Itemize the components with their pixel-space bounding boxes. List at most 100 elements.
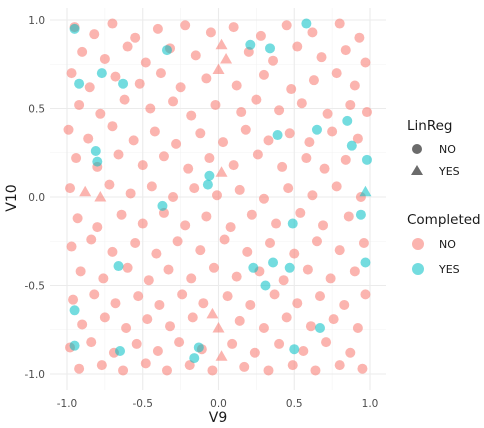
data-point-yes bbox=[260, 280, 271, 291]
data-point-no bbox=[242, 246, 253, 257]
legend-color-label-yes: YES bbox=[438, 263, 460, 276]
data-point-no bbox=[77, 319, 88, 330]
data-point-no bbox=[171, 138, 182, 149]
y-tick-label: -0.5 bbox=[25, 281, 46, 293]
data-point-yes bbox=[90, 145, 101, 156]
data-point-no bbox=[86, 337, 97, 348]
data-point-no bbox=[310, 365, 321, 376]
data-point-no bbox=[239, 361, 250, 372]
data-point-yes bbox=[245, 39, 256, 50]
data-point-no bbox=[137, 218, 148, 229]
y-tick-label: 0.0 bbox=[28, 192, 45, 204]
data-point-no bbox=[113, 149, 124, 160]
data-point-no bbox=[204, 153, 215, 164]
x-axis-title: V9 bbox=[209, 410, 227, 426]
data-point-no bbox=[322, 108, 333, 119]
data-point-yes bbox=[287, 218, 298, 229]
data-point-no bbox=[343, 211, 354, 222]
x-axis-ticks: -1.0 -0.5 0.0 0.5 1.0 bbox=[57, 398, 379, 410]
data-point-no bbox=[220, 52, 233, 64]
data-point-no bbox=[263, 365, 274, 376]
data-point-no bbox=[206, 307, 219, 319]
data-point-yes bbox=[161, 45, 172, 56]
data-point-no bbox=[281, 312, 292, 323]
data-point-no bbox=[122, 262, 133, 273]
data-point-no bbox=[183, 163, 194, 174]
data-point-no bbox=[361, 107, 372, 118]
data-point-no bbox=[228, 160, 239, 171]
data-point-no bbox=[152, 23, 163, 34]
data-point-yes bbox=[315, 322, 326, 333]
data-point-no bbox=[186, 110, 197, 121]
data-point-no bbox=[352, 322, 363, 333]
data-point-no bbox=[89, 289, 100, 300]
data-point-no bbox=[66, 241, 77, 252]
data-point-no bbox=[258, 322, 269, 333]
data-point-no bbox=[116, 209, 127, 220]
data-point-yes bbox=[342, 115, 353, 126]
data-point-no bbox=[119, 94, 130, 105]
legend-color-label-no: NO bbox=[439, 238, 456, 251]
data-point-yes bbox=[115, 345, 126, 356]
x-tick-label: 0.5 bbox=[286, 398, 303, 410]
data-point-no bbox=[74, 99, 85, 110]
y-axis-title: V10 bbox=[4, 184, 20, 211]
data-point-no bbox=[201, 73, 212, 84]
data-point-no bbox=[152, 345, 163, 356]
data-point-no bbox=[339, 299, 350, 310]
data-point-no bbox=[354, 32, 365, 43]
x-tick-label: 1.0 bbox=[362, 398, 379, 410]
data-point-no bbox=[307, 27, 318, 38]
data-point-no bbox=[274, 105, 285, 116]
data-point-no bbox=[212, 63, 225, 75]
data-point-no bbox=[63, 124, 74, 135]
data-point-yes bbox=[265, 43, 276, 54]
data-point-no bbox=[258, 193, 269, 204]
data-point-no bbox=[298, 345, 309, 356]
data-point-no bbox=[74, 363, 85, 374]
data-point-yes bbox=[301, 18, 312, 29]
data-point-no bbox=[140, 57, 151, 68]
data-point-no bbox=[134, 78, 145, 89]
data-point-no bbox=[245, 299, 256, 310]
x-tick-label: 0.0 bbox=[210, 398, 227, 410]
data-point-yes bbox=[193, 342, 204, 353]
data-point-no bbox=[234, 184, 245, 195]
data-point-no bbox=[98, 273, 109, 284]
data-point-no bbox=[155, 68, 166, 79]
data-point-no bbox=[283, 183, 294, 194]
data-point-no bbox=[72, 213, 83, 224]
data-point-no bbox=[95, 108, 106, 119]
data-point-no bbox=[168, 192, 179, 202]
data-point-no bbox=[284, 128, 295, 139]
data-point-no bbox=[65, 183, 76, 194]
data-point-no bbox=[271, 218, 282, 229]
data-point-no bbox=[301, 153, 312, 164]
data-points bbox=[63, 18, 372, 376]
data-point-no bbox=[174, 337, 185, 348]
data-point-yes bbox=[69, 340, 80, 351]
data-point-no bbox=[68, 294, 79, 305]
data-point-no bbox=[269, 289, 280, 300]
data-point-no bbox=[340, 45, 351, 56]
data-point-no bbox=[184, 360, 195, 371]
data-point-no bbox=[130, 238, 141, 249]
data-point-yes bbox=[74, 78, 85, 89]
data-point-no bbox=[311, 236, 322, 247]
data-point-no bbox=[274, 338, 285, 349]
data-point-no bbox=[96, 360, 107, 371]
data-point-no bbox=[154, 299, 165, 310]
data-point-no bbox=[131, 338, 142, 349]
data-point-no bbox=[118, 365, 129, 376]
data-point-no bbox=[142, 314, 153, 325]
data-point-no bbox=[360, 289, 371, 300]
data-point-yes bbox=[359, 185, 372, 197]
data-point-no bbox=[212, 321, 225, 333]
data-point-no bbox=[177, 289, 188, 300]
data-point-no bbox=[143, 275, 154, 286]
data-point-yes bbox=[360, 257, 371, 268]
data-point-no bbox=[265, 238, 276, 249]
data-point-no bbox=[145, 103, 156, 114]
data-point-no bbox=[215, 166, 228, 177]
data-point-no bbox=[305, 321, 316, 332]
